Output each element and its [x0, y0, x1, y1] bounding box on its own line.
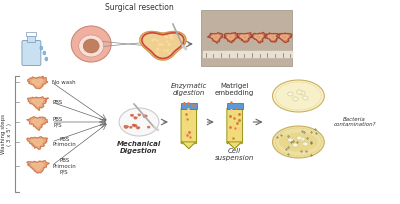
Polygon shape: [228, 142, 242, 149]
Ellipse shape: [43, 51, 46, 55]
Text: Mechanical
Digestion: Mechanical Digestion: [117, 141, 161, 154]
Polygon shape: [143, 115, 147, 118]
Polygon shape: [211, 35, 220, 40]
Polygon shape: [227, 34, 235, 40]
Polygon shape: [32, 139, 43, 146]
Bar: [181, 103, 197, 109]
Polygon shape: [203, 51, 292, 57]
Polygon shape: [264, 33, 280, 42]
Polygon shape: [132, 124, 135, 126]
Polygon shape: [182, 142, 196, 149]
Bar: [28, 36, 35, 42]
FancyBboxPatch shape: [227, 108, 242, 144]
Bar: [26, 32, 36, 36]
Polygon shape: [251, 32, 267, 43]
Polygon shape: [32, 99, 44, 107]
Ellipse shape: [45, 57, 48, 61]
Ellipse shape: [71, 26, 111, 62]
Ellipse shape: [279, 132, 318, 152]
Ellipse shape: [297, 136, 302, 140]
Polygon shape: [268, 35, 277, 40]
Text: PBS
Primocin: PBS Primocin: [52, 137, 76, 147]
Text: PBS
P/S: PBS P/S: [52, 117, 62, 128]
Polygon shape: [280, 35, 288, 40]
Ellipse shape: [79, 35, 104, 57]
Polygon shape: [136, 127, 140, 129]
Polygon shape: [27, 161, 49, 173]
Polygon shape: [254, 34, 263, 40]
FancyBboxPatch shape: [22, 41, 41, 65]
Text: Surgical resection: Surgical resection: [105, 3, 173, 12]
Ellipse shape: [300, 91, 305, 95]
Ellipse shape: [272, 80, 324, 112]
Text: PBS
Primocin
P/S: PBS Primocin P/S: [52, 158, 76, 174]
Polygon shape: [27, 137, 48, 149]
Ellipse shape: [40, 46, 43, 50]
Polygon shape: [134, 117, 137, 119]
Polygon shape: [27, 117, 48, 130]
Text: Matrigel
embedding: Matrigel embedding: [215, 83, 254, 96]
Polygon shape: [140, 31, 186, 60]
Ellipse shape: [300, 137, 305, 141]
Ellipse shape: [288, 138, 293, 142]
Text: No wash: No wash: [52, 80, 76, 84]
Polygon shape: [32, 163, 44, 170]
Polygon shape: [32, 119, 43, 127]
Text: Enzymatic
digestion: Enzymatic digestion: [171, 83, 207, 96]
Polygon shape: [130, 127, 132, 128]
Polygon shape: [148, 126, 150, 128]
Ellipse shape: [119, 108, 159, 136]
Polygon shape: [124, 125, 128, 128]
Bar: [201, 10, 292, 66]
Polygon shape: [27, 97, 48, 111]
Text: Cell
suspension: Cell suspension: [215, 148, 254, 161]
Polygon shape: [240, 35, 248, 40]
Ellipse shape: [303, 142, 308, 146]
Polygon shape: [138, 114, 140, 116]
Polygon shape: [134, 125, 137, 127]
Text: Bacteria
contamination?: Bacteria contamination?: [333, 117, 376, 128]
Polygon shape: [237, 33, 252, 42]
Bar: [227, 103, 243, 109]
Ellipse shape: [297, 90, 302, 94]
FancyBboxPatch shape: [181, 108, 196, 144]
Polygon shape: [208, 33, 223, 43]
Ellipse shape: [288, 92, 293, 96]
Ellipse shape: [293, 97, 298, 101]
Ellipse shape: [272, 126, 324, 158]
Ellipse shape: [293, 143, 298, 147]
Polygon shape: [276, 33, 292, 42]
Text: PBS: PBS: [52, 100, 62, 104]
Ellipse shape: [303, 96, 308, 100]
Text: Washing steps
( 3 x 5' ): Washing steps ( 3 x 5' ): [1, 114, 12, 154]
Polygon shape: [131, 114, 134, 116]
Polygon shape: [32, 79, 43, 86]
Polygon shape: [224, 32, 238, 43]
Ellipse shape: [83, 39, 99, 53]
Polygon shape: [28, 76, 47, 89]
